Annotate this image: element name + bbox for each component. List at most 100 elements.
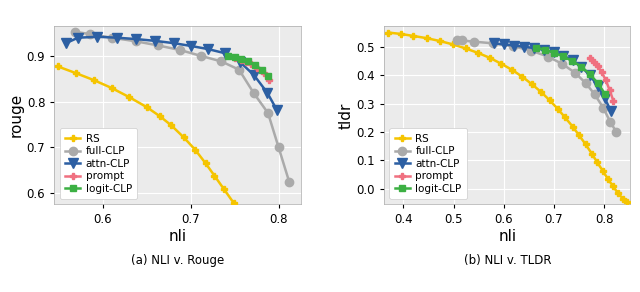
full-CLP: [600, 106, 607, 110]
full-CLP: [285, 180, 293, 183]
logit-CLP: [244, 60, 252, 63]
full-CLP: [86, 32, 93, 36]
Y-axis label: tldr: tldr: [339, 102, 354, 128]
logit-CLP: [568, 59, 576, 63]
attn-CLP: [93, 35, 101, 39]
prompt: [242, 60, 250, 64]
Legend: RS, full-CLP, attn-CLP, prompt, logit-CLP: RS, full-CLP, attn-CLP, prompt, logit-CL…: [60, 128, 137, 199]
logit-CLP: [532, 46, 540, 49]
full-CLP: [558, 62, 566, 65]
attn-CLP: [132, 37, 140, 41]
X-axis label: nli: nli: [168, 229, 186, 244]
prompt: [590, 60, 598, 63]
Text: (a) NLI v. Rouge: (a) NLI v. Rouge: [131, 254, 224, 267]
RS: [609, 184, 617, 188]
attn-CLP: [263, 91, 271, 94]
RS: [54, 65, 61, 68]
full-CLP: [489, 41, 497, 45]
full-CLP: [452, 38, 460, 42]
full-CLP: [470, 40, 477, 44]
prompt: [594, 64, 602, 68]
RS: [582, 143, 589, 146]
full-CLP: [509, 44, 516, 48]
full-CLP: [572, 71, 579, 75]
full-CLP: [250, 92, 258, 95]
logit-CLP: [258, 68, 266, 72]
full-CLP: [264, 111, 272, 115]
logit-CLP: [601, 92, 609, 95]
RS: [546, 98, 554, 102]
full-CLP: [132, 40, 140, 43]
attn-CLP: [594, 84, 602, 88]
prompt: [602, 79, 610, 82]
attn-CLP: [540, 48, 548, 52]
attn-CLP: [569, 59, 577, 62]
logit-CLP: [225, 54, 232, 58]
RS: [436, 39, 444, 43]
logit-CLP: [264, 74, 272, 78]
RS: [191, 148, 199, 151]
RS: [211, 174, 218, 177]
logit-CLP: [231, 55, 239, 59]
RS: [385, 31, 392, 34]
RS: [599, 169, 607, 173]
prompt: [586, 56, 594, 59]
attn-CLP: [152, 39, 159, 43]
prompt: [231, 56, 239, 60]
logit-CLP: [541, 48, 549, 52]
Line: prompt: prompt: [587, 54, 617, 104]
Line: attn-CLP: attn-CLP: [61, 32, 282, 115]
prompt: [265, 78, 273, 81]
full-CLP: [582, 81, 589, 85]
full-CLP: [458, 39, 465, 42]
prompt: [606, 89, 614, 92]
attn-CLP: [586, 73, 593, 77]
attn-CLP: [601, 97, 609, 100]
logit-CLP: [577, 65, 585, 68]
RS: [575, 134, 583, 137]
attn-CLP: [74, 36, 82, 39]
logit-CLP: [594, 81, 602, 85]
full-CLP: [607, 120, 614, 124]
attn-CLP: [113, 36, 121, 39]
RS: [125, 95, 133, 99]
RS: [462, 47, 470, 50]
attn-CLP: [221, 51, 228, 55]
full-CLP: [612, 130, 620, 134]
RS: [561, 116, 569, 119]
prompt: [598, 71, 605, 74]
full-CLP: [275, 145, 282, 149]
prompt: [237, 58, 244, 62]
attn-CLP: [170, 41, 178, 45]
attn-CLP: [607, 109, 614, 112]
full-CLP: [176, 48, 184, 52]
Line: logit-CLP: logit-CLP: [226, 53, 271, 79]
prompt: [253, 66, 261, 69]
RS: [108, 86, 115, 90]
logit-CLP: [550, 51, 558, 54]
RS: [397, 32, 404, 36]
full-CLP: [591, 93, 598, 96]
Line: full-CLP: full-CLP: [452, 36, 621, 136]
RS: [569, 125, 577, 128]
RS: [497, 62, 505, 65]
RS: [604, 177, 612, 180]
Line: attn-CLP: attn-CLP: [489, 39, 616, 116]
full-CLP: [544, 55, 552, 58]
RS: [474, 51, 482, 55]
RS: [143, 105, 150, 109]
RS: [486, 56, 493, 60]
RS: [593, 161, 601, 164]
attn-CLP: [204, 47, 212, 51]
RS: [72, 72, 80, 75]
Line: full-CLP: full-CLP: [70, 27, 293, 186]
Text: (b) NLI v. TLDR: (b) NLI v. TLDR: [463, 254, 551, 267]
Y-axis label: rouge: rouge: [9, 93, 24, 138]
logit-CLP: [237, 58, 244, 61]
full-CLP: [527, 49, 535, 53]
logit-CLP: [251, 63, 259, 67]
full-CLP: [71, 30, 79, 34]
attn-CLP: [250, 73, 258, 77]
attn-CLP: [531, 46, 538, 50]
RS: [180, 135, 188, 139]
